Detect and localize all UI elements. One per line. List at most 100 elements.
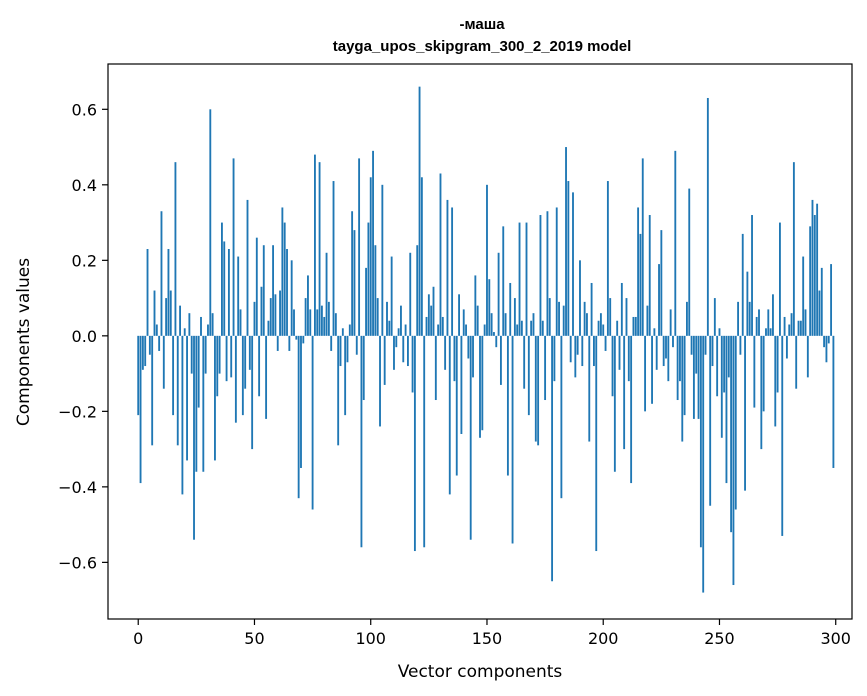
bar [797,320,800,336]
bar [276,335,279,351]
bar [446,199,449,336]
x-tick-label: 50 [244,629,264,648]
bar [586,313,588,336]
bar [767,309,770,336]
bar [400,305,402,336]
bar [416,245,419,336]
bar [651,335,653,404]
y-axis-label: Components values [14,258,34,426]
bar [332,181,335,336]
bar [390,256,393,336]
bar [692,335,695,419]
bar [483,324,486,336]
y-tick-label: 0.4 [72,176,97,195]
bar [662,335,665,367]
bar [609,298,612,336]
bar [513,298,516,336]
bar [190,335,193,374]
bar [634,316,637,336]
bar [186,335,188,461]
bar [458,294,460,336]
bar [262,245,265,336]
bar [304,298,307,336]
bar [160,211,163,336]
bar [781,335,784,536]
bar [281,207,284,336]
bar [558,301,560,336]
bar [602,324,605,336]
bar [732,335,735,586]
bar [393,335,395,370]
bar [502,226,505,336]
bar [593,335,595,367]
bar [779,222,781,336]
y-tick-label: −0.2 [58,402,97,421]
bar [613,335,616,472]
bar [755,316,758,336]
bar [167,249,170,336]
bar [565,147,567,336]
bar [467,335,470,359]
bar [314,154,316,336]
bar [630,335,633,484]
bar [397,328,400,336]
bar [679,335,681,382]
bar [362,335,365,401]
bar [641,158,644,336]
bar [525,222,528,336]
bar [455,335,458,476]
bar [460,335,463,434]
bar [532,313,535,336]
y-axis-ticks: −0.6 −0.4 −0.2 0.0 0.2 0.4 0.6 [58,100,108,572]
bar [234,335,237,423]
bar [809,226,812,336]
bar [695,335,698,374]
bar [751,215,753,336]
bar [383,335,386,385]
bar [555,207,558,336]
bar [569,335,572,363]
x-tick-label: 250 [704,629,735,648]
bar [706,97,709,336]
bar [627,335,630,382]
x-tick-label: 100 [355,629,386,648]
bar [344,335,347,416]
bar [193,335,195,540]
bar [688,188,691,336]
bar [704,335,707,355]
bar [330,335,333,351]
bar [509,282,512,336]
bar [486,184,488,336]
bar [730,335,733,533]
bar [283,222,286,336]
bar [832,335,835,468]
bar [488,279,491,336]
bar [799,320,802,336]
bar [520,320,523,336]
bar [604,335,607,351]
bar [644,335,647,412]
bar [295,335,298,340]
y-tick-label: 0.2 [72,251,97,270]
bar [258,335,261,397]
bar [653,328,656,336]
bar [725,335,728,484]
bar [279,290,281,336]
bar [816,203,819,336]
bar [530,320,533,336]
bar [311,335,314,510]
bar [297,335,300,499]
bar [253,301,256,336]
bar [479,335,481,438]
x-tick-label: 150 [472,629,503,648]
bar [188,313,191,336]
bar [434,335,437,401]
y-tick-label: −0.4 [58,478,97,497]
bar [374,245,377,336]
bar [453,335,456,382]
bar [183,328,186,336]
bar [469,335,472,540]
bar [739,335,742,355]
bar [632,316,635,336]
bar [227,249,230,336]
